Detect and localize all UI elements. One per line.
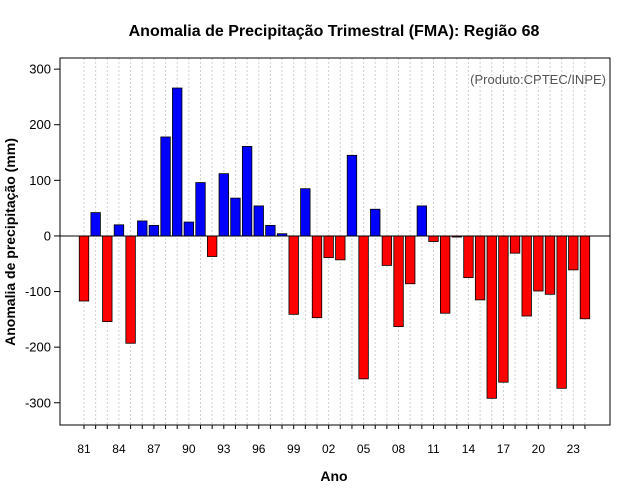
bar-14	[463, 235, 474, 279]
x-tick-label-02: 02	[322, 442, 336, 456]
x-axis-label: Ano	[320, 468, 347, 484]
y-tick-label--200: -200	[25, 340, 51, 355]
bar-02	[323, 235, 334, 259]
y-tick-label--100: -100	[25, 284, 51, 299]
x-tick-label-90: 90	[182, 442, 196, 456]
bar-89	[172, 87, 183, 237]
x-tick-label-93: 93	[217, 442, 231, 456]
x-tick-label-20: 20	[532, 442, 546, 456]
bar-83	[102, 235, 113, 322]
y-tick-label-100: 100	[29, 173, 51, 188]
bar-86	[137, 220, 148, 237]
bar-90	[183, 221, 195, 237]
bar-93	[218, 173, 229, 237]
x-tick-label-96: 96	[252, 442, 266, 456]
bar-24	[579, 235, 591, 320]
y-tick-label-200: 200	[29, 117, 51, 132]
bar-84	[113, 224, 125, 237]
y-tick-label--300: -300	[25, 395, 51, 410]
bar-96	[253, 205, 264, 237]
bar-07	[381, 235, 393, 266]
bar-15	[474, 235, 486, 301]
bar-97	[265, 224, 276, 237]
bar-01	[311, 235, 323, 319]
bar-00	[300, 188, 311, 237]
x-axis: 81 84 87 90 93 96 99 02 05 08 11 14 17 20 23	[77, 425, 586, 456]
x-tick-label-99: 99	[287, 442, 301, 456]
y-axis: -300 -200 -100 0 100 200 300	[25, 62, 60, 410]
credit-note: (Produto:CPTEC/INPE)	[470, 72, 606, 87]
chart-title: Anomalia de Precipitação Trimestral (FMA…	[129, 23, 540, 40]
x-tick-label-23: 23	[567, 442, 581, 456]
x-tick-label-81: 81	[77, 442, 91, 456]
y-axis-label: Anomalia de precipitação (mm)	[2, 138, 18, 346]
bar-12	[439, 235, 451, 314]
bar-17	[498, 235, 509, 383]
y-tick-label-0: 0	[44, 228, 51, 243]
bars	[78, 87, 591, 399]
x-tick-label-08: 08	[392, 442, 406, 456]
bar-23	[568, 235, 579, 271]
bar-92	[206, 235, 218, 257]
bar-04	[346, 154, 358, 237]
x-tick-label-87: 87	[147, 442, 161, 456]
plot-frame	[59, 57, 611, 426]
grid-lines	[83, 58, 586, 425]
x-tick-label-17: 17	[497, 442, 511, 456]
bar-16	[486, 235, 497, 399]
x-tick-label-14: 14	[462, 442, 476, 456]
bar-99	[288, 235, 299, 315]
bar-22	[556, 235, 567, 389]
bar-94	[230, 197, 241, 237]
bar-03	[335, 235, 346, 261]
bar-91	[195, 182, 206, 237]
bar-82	[90, 212, 101, 237]
x-tick-label-05: 05	[357, 442, 371, 456]
bar-85	[125, 235, 136, 344]
bar-08	[393, 235, 404, 327]
bar-88	[160, 136, 171, 237]
bar-19	[521, 235, 532, 317]
x-tick-label-84: 84	[112, 442, 126, 456]
bar-05	[358, 235, 369, 380]
bar-18	[509, 235, 521, 254]
bar-95	[241, 146, 253, 237]
y-tick-label-300: 300	[29, 62, 51, 77]
bar-21	[544, 235, 556, 295]
bar-20	[533, 235, 544, 292]
bar-10	[416, 205, 428, 237]
bar-81	[78, 235, 90, 302]
bar-87	[148, 224, 160, 237]
bar-06	[370, 208, 381, 237]
x-tick-label-11: 11	[427, 442, 440, 456]
bar-11	[428, 235, 439, 242]
bar-09	[405, 235, 416, 285]
